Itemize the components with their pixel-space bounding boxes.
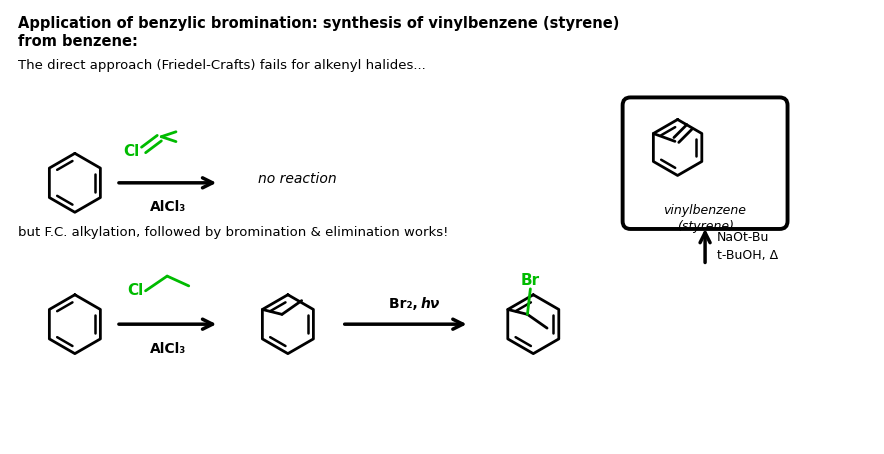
Text: but F.C. alkylation, followed by bromination & elimination works!: but F.C. alkylation, followed by bromina… bbox=[18, 226, 448, 239]
Text: AlCl₃: AlCl₃ bbox=[149, 342, 186, 356]
Text: Cl: Cl bbox=[124, 144, 140, 159]
Text: NaOt-Bu: NaOt-Bu bbox=[717, 231, 769, 244]
Text: The direct approach (Friedel-Crafts) fails for alkenyl halides...: The direct approach (Friedel-Crafts) fai… bbox=[18, 59, 426, 72]
Text: Br₂,: Br₂, bbox=[389, 297, 423, 311]
Text: Application of benzylic bromination: synthesis of vinylbenzene (styrene): Application of benzylic bromination: syn… bbox=[18, 16, 620, 31]
Text: vinylbenzene: vinylbenzene bbox=[664, 204, 747, 217]
Text: t-BuOH, Δ: t-BuOH, Δ bbox=[717, 249, 778, 262]
Text: hν: hν bbox=[421, 297, 439, 311]
FancyBboxPatch shape bbox=[622, 98, 788, 229]
Text: Br: Br bbox=[521, 273, 540, 288]
Text: no reaction: no reaction bbox=[258, 172, 337, 186]
Text: AlCl₃: AlCl₃ bbox=[149, 201, 186, 214]
Text: from benzene:: from benzene: bbox=[18, 34, 138, 49]
Text: Cl: Cl bbox=[127, 283, 143, 298]
Text: (styrene): (styrene) bbox=[676, 220, 734, 233]
